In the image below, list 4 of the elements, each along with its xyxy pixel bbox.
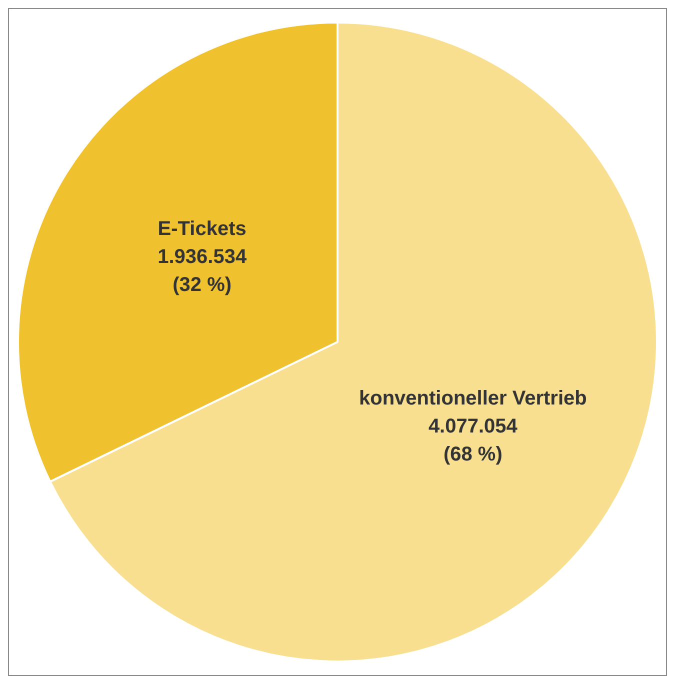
slice-label: E-Tickets — [158, 218, 246, 240]
data-label: 4.077.054 (68 %) — [428, 415, 518, 466]
data-label: 1.936.534 (32 %) — [158, 246, 248, 296]
slice-label: konventioneller Vertrieb — [358, 387, 587, 410]
